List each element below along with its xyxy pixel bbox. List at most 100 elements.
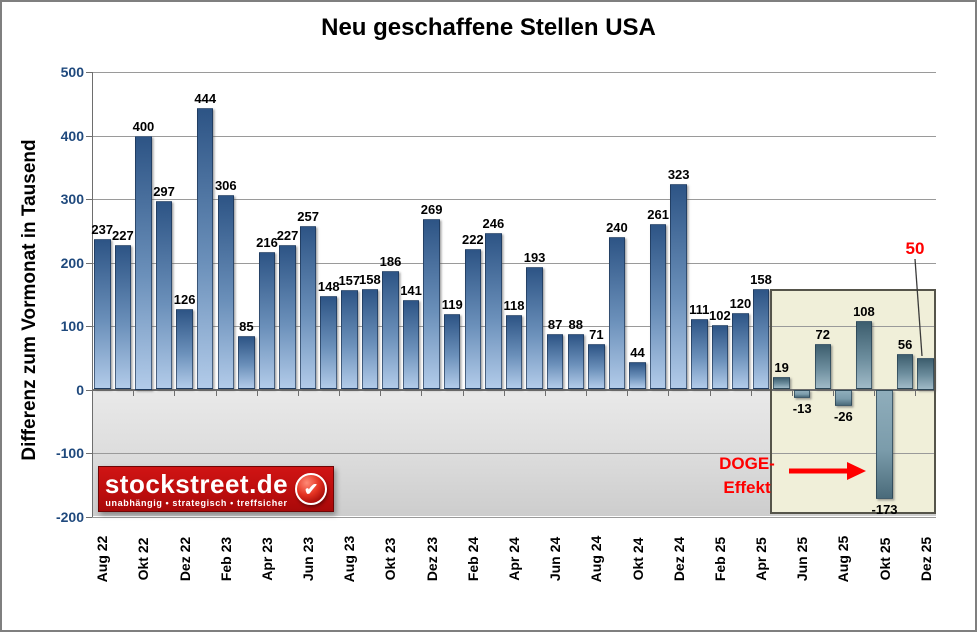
bar (485, 233, 502, 390)
bar-value-label: 257 (297, 209, 319, 225)
y-tick-label: 200 (60, 254, 84, 271)
bar (793, 389, 811, 398)
bar-value-label: -13 (792, 400, 812, 416)
y-tick-mark (86, 326, 92, 327)
bar-value-label: 261 (647, 206, 669, 222)
bar (464, 248, 482, 390)
x-tick-mark (668, 390, 670, 396)
y-tick-label: 300 (60, 191, 84, 207)
y-tick-mark (86, 516, 92, 518)
x-tick-mark (174, 390, 176, 396)
bar-value-label: 186 (379, 254, 402, 270)
bar (94, 239, 111, 390)
x-tick-mark (750, 390, 752, 396)
bar-value-label: 158 (750, 272, 772, 288)
y-tick-mark (86, 453, 92, 454)
bar-value-label: 323 (667, 167, 690, 183)
y-tick-mark (86, 72, 92, 73)
bar (588, 344, 605, 390)
bar (752, 289, 770, 390)
bar-value-label: 193 (523, 249, 546, 265)
gridline (92, 199, 936, 200)
x-tick-mark (544, 390, 546, 396)
x-tick-mark (791, 390, 793, 396)
bar-value-label: 148 (317, 278, 340, 294)
bar (279, 245, 296, 390)
bar (649, 223, 667, 390)
x-tick-label-text: Dez 25 (917, 536, 934, 582)
bar (732, 313, 749, 390)
doge-annotation-line2: Effekt (723, 478, 771, 497)
bar (443, 313, 461, 390)
bar (567, 333, 584, 390)
bar-value-label: 306 (214, 178, 237, 194)
y-tick-label: 500 (60, 64, 84, 80)
gridline (92, 388, 936, 391)
bar-value-label: 56 (897, 336, 913, 352)
bar (176, 309, 193, 390)
x-tick-mark (256, 390, 258, 396)
y-axis-line (92, 72, 93, 517)
x-tick-mark (462, 390, 464, 396)
logo-checkmark-badge: ✔ (295, 473, 328, 505)
bar (773, 377, 790, 390)
y-tick-mark (86, 199, 92, 200)
bar-value-label: 126 (173, 292, 196, 308)
bar-value-label: 85 (239, 318, 254, 334)
bar (835, 389, 852, 406)
bar-value-label: 72 (815, 326, 830, 342)
x-tick-mark (133, 390, 135, 396)
bar (896, 353, 914, 390)
bar (135, 135, 152, 390)
x-tick-label: Dez 25 (891, 521, 961, 597)
bar-value-label: 141 (400, 282, 422, 298)
bar-value-label: 88 (568, 316, 583, 332)
forecast-value-label: 50 (905, 239, 925, 258)
bar (341, 289, 358, 390)
bar (855, 320, 873, 390)
bar (876, 389, 893, 500)
bar-value-label: 240 (606, 220, 628, 236)
gridline (92, 453, 936, 454)
bar-value-label: 157 (338, 272, 361, 288)
bar (382, 271, 399, 390)
bar-value-label: 19 (774, 360, 789, 376)
stockstreet-logo: stockstreet.de unabhängig • strategisch … (98, 466, 334, 512)
x-tick-mark (503, 390, 505, 396)
bar (526, 266, 543, 390)
chart-title: Neu geschaffene Stellen USA (321, 14, 656, 41)
gridline (92, 72, 936, 73)
y-tick-label: -200 (55, 508, 84, 525)
bar-value-label: -173 (871, 502, 898, 518)
bar-value-label: 297 (153, 183, 175, 199)
bar (238, 335, 255, 390)
bar-value-label: 237 (91, 222, 114, 237)
bar-value-label: 400 (132, 118, 155, 134)
x-tick-mark (833, 390, 835, 396)
bar (670, 184, 687, 390)
bar (814, 343, 832, 390)
gridline (92, 262, 936, 264)
bar-value-label: 108 (853, 303, 875, 319)
bar-value-label: 71 (589, 327, 604, 343)
x-tick-mark (215, 390, 217, 396)
bar-value-label: 216 (256, 235, 278, 251)
x-tick-mark (421, 390, 423, 396)
y-tick-label: -100 (55, 445, 84, 461)
bar (299, 226, 317, 390)
y-tick-label: 400 (60, 127, 84, 144)
bar (711, 324, 729, 390)
bar (546, 334, 564, 390)
bar (402, 299, 420, 390)
bar-value-label: 118 (503, 297, 525, 313)
bar-value-label: 246 (482, 216, 505, 232)
bar-value-label: 222 (461, 231, 484, 247)
bar-value-label: 227 (276, 228, 299, 244)
bar-value-label: 119 (441, 296, 463, 312)
bar-value-label: 269 (420, 201, 443, 217)
x-tick-mark (297, 390, 299, 396)
y-tick-label: 100 (60, 318, 84, 334)
x-tick-mark (586, 390, 588, 396)
doge-effect-annotation: DOGE- Effekt (714, 452, 780, 500)
